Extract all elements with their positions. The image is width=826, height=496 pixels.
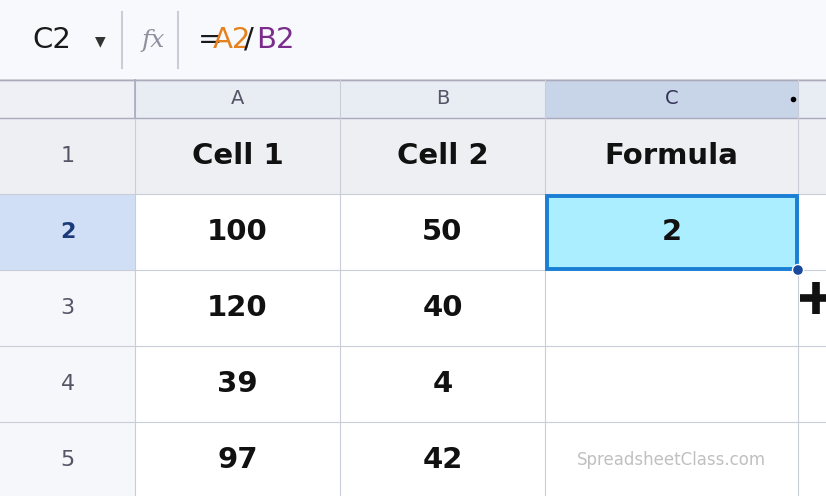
Text: 3: 3 [60,298,74,318]
Text: ▼: ▼ [95,34,105,48]
Text: C: C [665,89,678,109]
Bar [547,195,796,268]
Circle shape [792,264,804,275]
Text: 100: 100 [207,218,268,246]
Text: 2: 2 [59,222,75,242]
Text: 4: 4 [60,374,74,394]
Bar [0,270,135,346]
Bar [0,422,826,496]
Text: B: B [436,89,449,109]
Text: 5: 5 [60,450,74,470]
Text: 4: 4 [432,370,453,398]
Bar [0,0,826,80]
Text: fx: fx [141,28,164,52]
Text: B2: B2 [256,26,295,54]
Text: /: / [244,26,254,54]
Text: 42: 42 [422,446,463,474]
Text: 97: 97 [217,446,258,474]
Bar [135,80,340,118]
Bar [0,270,826,346]
Bar [545,194,798,270]
Bar [0,346,826,422]
Text: C2: C2 [32,26,71,54]
Text: 1: 1 [60,146,74,166]
Bar [340,80,545,118]
Text: 39: 39 [217,370,258,398]
Bar [0,118,826,194]
Text: A2: A2 [213,26,251,54]
Bar [0,422,135,496]
Bar [0,118,135,194]
Text: 120: 120 [207,294,268,322]
Text: SpreadsheetClass.com: SpreadsheetClass.com [577,451,766,469]
Text: Cell 2: Cell 2 [396,142,488,170]
Bar [798,80,826,118]
Text: Formula: Formula [605,142,738,170]
Text: =: = [198,26,222,54]
Text: Cell 1: Cell 1 [192,142,283,170]
Bar [0,194,826,270]
Bar [0,194,135,270]
Bar [0,80,135,118]
Text: A: A [230,89,244,109]
Text: 50: 50 [422,218,463,246]
Text: 40: 40 [422,294,463,322]
Bar [0,346,135,422]
Text: 2: 2 [662,218,681,246]
Bar [545,80,798,118]
